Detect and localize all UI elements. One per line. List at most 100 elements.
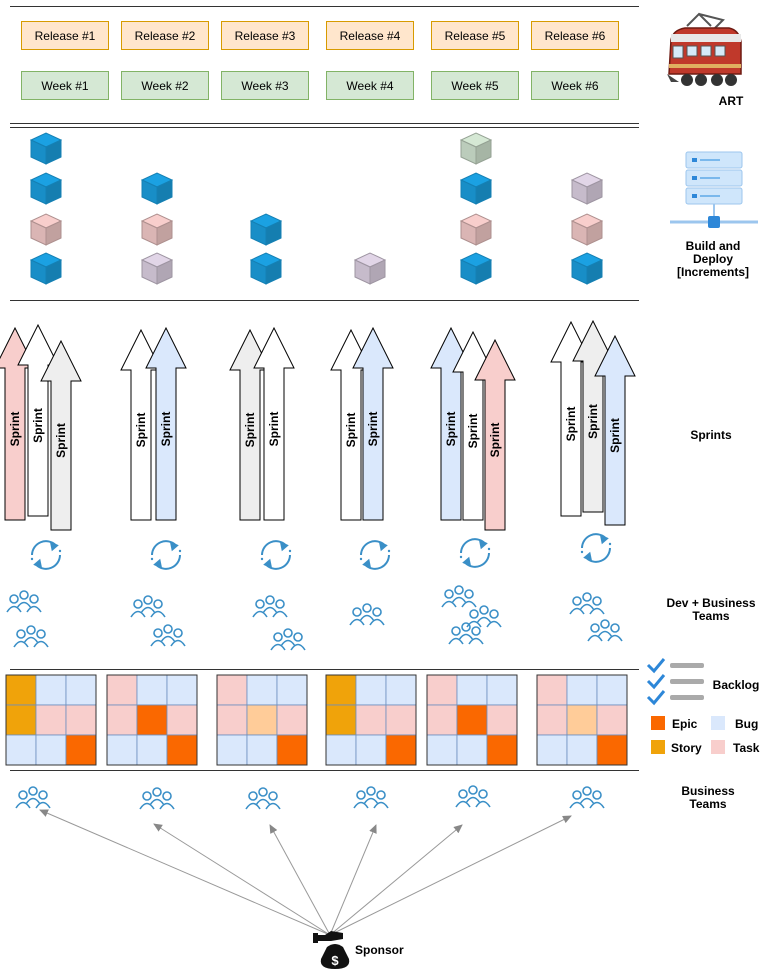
backlog-grid (325, 674, 417, 766)
increment-cube-blue (570, 252, 604, 285)
sprint-arrow-red: Sprint (474, 338, 516, 531)
train-icon (667, 12, 742, 86)
team-icons (6, 585, 623, 810)
backlog-cell-bug (426, 734, 458, 766)
legend-label-story: Story (671, 741, 702, 755)
sprint-cycle-icon (150, 540, 182, 570)
increment-cube-blue (29, 132, 63, 165)
server-icon (670, 151, 758, 228)
legend-swatch-epic (651, 716, 665, 730)
increment-cube-red (570, 213, 604, 246)
backlog-cell-task (166, 704, 198, 736)
backlog-cell-bug (246, 734, 278, 766)
backlog-cell-epic (65, 734, 97, 766)
dev-business-teams-label: Dev + Business Teams (656, 597, 766, 623)
sprint-arrow-label: Sprint (564, 407, 578, 442)
sprint-arrow-label: Sprint (444, 412, 458, 447)
backlog-cell-bug (106, 734, 138, 766)
backlog-cell-story_light (566, 704, 598, 736)
sprint-arrow-blue: Sprint (430, 326, 472, 521)
checklist-icon (646, 658, 704, 706)
increment-cube-purple (353, 252, 387, 285)
team-icon (15, 786, 51, 809)
increment-cube-blue (29, 252, 63, 285)
backlog-cell-task (596, 704, 628, 736)
build-label-line-2: Deploy (692, 252, 733, 266)
sprint-arrow-label: Sprint (159, 412, 173, 447)
backlog-cell-bug (486, 674, 518, 706)
backlog-cell-task (355, 704, 387, 736)
backlog-cell-epic (385, 734, 417, 766)
team-icon (587, 619, 623, 642)
top-border-line (10, 6, 639, 7)
backlog-cell-task (486, 704, 518, 736)
sprint-arrow-gray: Sprint (40, 339, 82, 531)
week-box-1: Week #1 (21, 71, 109, 100)
sprint-arrow-label: Sprint (366, 412, 380, 447)
sprint-cycle-icon (359, 540, 391, 570)
increment-cube-red (459, 213, 493, 246)
business-label-line-2: Teams (689, 797, 727, 811)
team-icon (448, 622, 484, 645)
art-divider-line-upper (10, 123, 639, 124)
sprint-cycle-icon (580, 533, 612, 563)
increment-cube-blue (140, 172, 174, 205)
business-teams-label: Business Teams (660, 785, 756, 811)
art-divider-line-lower (10, 127, 639, 128)
sprint-arrow-label: Sprint (344, 413, 358, 448)
increment-cube-blue (29, 172, 63, 205)
increment-cube-red (29, 213, 63, 246)
increment-cube-blue (249, 252, 283, 285)
backlog-cell-task (35, 704, 67, 736)
team-icon (270, 628, 306, 651)
sponsor-arrow (153, 823, 331, 936)
team-icon (441, 585, 477, 608)
sprints-label: Sprints (690, 428, 732, 442)
build-deploy-label: Build and Deploy [Increments] (668, 240, 758, 279)
sprint-arrow-label: Sprint (488, 423, 502, 458)
team-icon (130, 595, 166, 618)
sprint-arrow-white: Sprint (330, 328, 372, 521)
backlog-label: Backlog (712, 678, 760, 692)
increment-cube-blue (249, 213, 283, 246)
week-box-3: Week #3 (221, 71, 309, 100)
sprint-arrow-blue: Sprint (352, 326, 394, 521)
business-label-line-1: Business (681, 784, 735, 798)
sprint-arrow-white: Sprint (120, 328, 162, 521)
team-icon (353, 786, 389, 809)
backlog-grid (216, 674, 308, 766)
dev-label-line-2: Teams (692, 609, 730, 623)
increment-cube-purple (570, 172, 604, 205)
sprint-arrow-label: Sprint (134, 413, 148, 448)
sponsor-arrow (39, 809, 331, 936)
backlog-cell-bug (596, 674, 628, 706)
team-icon (569, 592, 605, 615)
sponsor-label: Sponsor (355, 943, 404, 957)
backlog-cell-bug (355, 674, 387, 706)
legend-swatch-task (711, 740, 725, 754)
sprint-arrow-blue: Sprint (145, 326, 187, 521)
backlog-cell-epic (486, 734, 518, 766)
backlog-cell-epic (456, 704, 488, 736)
sprint-arrow-red: Sprint (0, 326, 36, 521)
increment-cube-green (459, 132, 493, 165)
backlog-cell-task (216, 704, 248, 736)
sprint-arrows: Sprint Sprint Sprint Sprint Sprint Sprint Spri… (0, 319, 636, 531)
sprint-arrow-label: Sprint (54, 423, 68, 458)
week-box-2: Week #2 (121, 71, 209, 100)
sprint-cycle-icon (30, 540, 62, 570)
backlog-cell-bug (385, 674, 417, 706)
legend-label-task: Task (733, 741, 760, 755)
backlog-cell-bug (65, 674, 97, 706)
backlog-grid (426, 674, 518, 766)
sprint-arrow-label: Sprint (608, 418, 622, 453)
sponsor-arrow (269, 824, 331, 936)
sprint-arrow-blue: Sprint (594, 334, 636, 526)
release-box-1: Release #1 (21, 21, 109, 50)
backlog-cell-bug (166, 674, 198, 706)
sprint-arrow-label: Sprint (586, 404, 600, 439)
increment-cubes (29, 132, 604, 285)
team-icon (455, 785, 491, 808)
increment-cube-purple (140, 252, 174, 285)
dev-label-line-1: Dev + Business (666, 596, 756, 610)
